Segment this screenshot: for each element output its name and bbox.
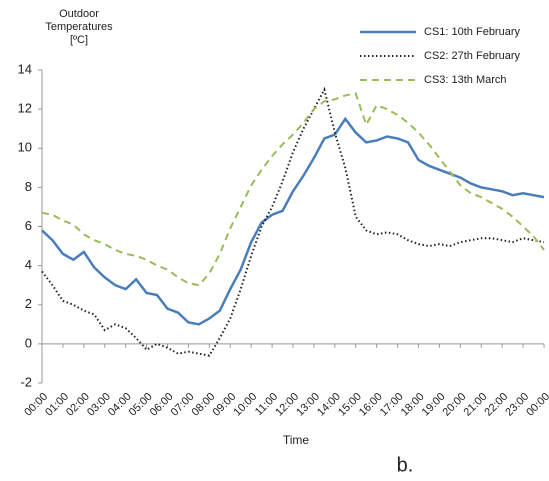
x-tick-label: 15:00 [336,391,364,419]
y-tick-label: 14 [18,61,32,76]
y-tick-label: -2 [20,374,32,389]
y-tick-label: 4 [25,257,32,272]
x-tick-label: 17:00 [378,391,406,419]
x-tick-label: 18:00 [399,391,427,419]
y-tick-label: 2 [25,296,32,311]
legend-label: CS1: 10th February [424,26,520,38]
legend-label: CS2: 27th February [424,50,520,62]
x-tick-label: 03:00 [85,391,113,419]
y-tick-label: 6 [25,218,32,233]
x-tick-label: 14:00 [315,391,343,419]
x-tick-label: 02:00 [64,391,92,419]
x-tick-label: 23:00 [503,391,531,419]
x-axis-title: Time [283,433,310,447]
x-tick-label: 00:00 [22,391,50,419]
y-tick-label: 12 [18,101,32,116]
series-line [41,92,545,287]
x-tick-label: 08:00 [190,391,218,419]
x-tick-label: 22:00 [482,391,510,419]
series-line [41,86,545,357]
x-tick-label: 21:00 [461,391,489,419]
x-tick-label: 16:00 [357,391,385,419]
annotation: b. [397,454,414,476]
x-tick-label: 07:00 [169,391,197,419]
x-tick-label: 12:00 [273,391,301,419]
y-axis-title: Outdoor Temperatures [ºC] [45,8,113,46]
x-tick-label: 06:00 [148,391,176,419]
x-tick-label: 20:00 [441,391,469,419]
x-tick-label: 01:00 [43,391,71,419]
x-tick-label: 10:00 [231,391,259,419]
y-tick-label: 8 [25,179,32,194]
x-tick-label: 00:00 [524,391,549,419]
y-tick-label: 0 [25,335,32,350]
y-tick-label: 10 [18,140,32,155]
x-tick-label: 05:00 [127,391,155,419]
x-tick-label: 13:00 [294,391,322,419]
x-tick-label: 19:00 [420,391,448,419]
x-tick-label: 04:00 [106,391,134,419]
legend-label: CS3: 13th March [424,74,507,86]
x-tick-label: 09:00 [210,391,238,419]
series-line [41,116,545,326]
